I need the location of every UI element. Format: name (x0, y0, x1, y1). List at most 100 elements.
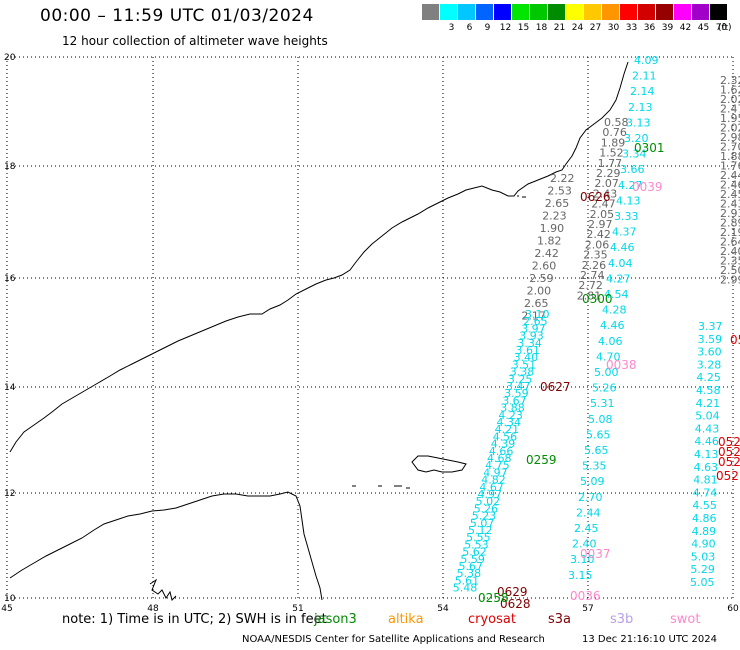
wave-height-label: 4.86 (692, 512, 717, 525)
wave-height-label: 4.27 (606, 272, 631, 285)
y-tick-label: 16 (4, 274, 16, 284)
wave-height-label: 4.23 (498, 409, 523, 422)
wave-height-label: 2.43 (720, 198, 740, 211)
wave-height-label: 3.13 (626, 116, 651, 129)
pass-time-label: 0627 (540, 380, 571, 394)
wave-height-label: 4.67 (479, 481, 504, 494)
legend-swatch (638, 4, 655, 20)
wave-height-label: 5.12 (468, 524, 493, 537)
wave-height-label: 2.98 (720, 131, 740, 144)
wave-height-label: 4.43 (695, 422, 720, 435)
wave-height-label: 2.45 (720, 188, 740, 201)
pass-time-label: 0036 (570, 589, 601, 603)
legend-swatch (476, 4, 493, 20)
wave-height-label: 4.13 (616, 194, 641, 207)
wave-height-label: 2.29 (596, 167, 621, 180)
legend-swatch (656, 4, 673, 20)
pass-time-label: 0628 (500, 597, 531, 611)
wave-height-label: 5.61 (455, 574, 480, 587)
wave-height-label: 3.88 (500, 402, 525, 415)
wave-height-label: 3.93 (519, 330, 544, 343)
wave-height-label: 5.67 (459, 560, 484, 573)
wave-height-label: 2.97 (588, 218, 613, 231)
legend-swatch (530, 4, 547, 20)
wave-height-label: 2.60 (532, 260, 557, 273)
wave-height-label: 2.43 (593, 187, 618, 200)
wave-height-label: 4.70 (596, 350, 621, 363)
arabian-peninsula-coastline (9, 61, 629, 453)
wave-height-label: 5.53 (464, 538, 489, 551)
wave-height-label: 2.70 (720, 141, 740, 154)
x-tick-label: 60 (727, 604, 739, 614)
wave-height-label: 4.97 (483, 466, 508, 479)
wave-height-label: 2.13 (628, 101, 653, 114)
wave-height-label: 4.63 (694, 461, 719, 474)
wave-height-label: 2.07 (594, 177, 619, 190)
wave-height-label: 2.46 (720, 179, 740, 192)
legend-label: 39 (661, 23, 674, 33)
wave-height-label: 2.44 (720, 169, 740, 182)
wave-height-label: 2.02 (720, 93, 740, 106)
wave-height-label: 5.09 (580, 475, 605, 488)
satellite-label-jason3: jason3 (314, 612, 357, 627)
wave-height-label: 2.81 (577, 289, 602, 302)
wave-height-label: 4.13 (694, 448, 719, 461)
wave-height-label: 4.21 (696, 397, 721, 410)
wave-height-label: 4.28 (602, 304, 627, 317)
wave-height-label: 4.66 (489, 445, 514, 458)
wave-height-label: 1.89 (601, 136, 626, 149)
wave-height-label: 3.15 (568, 569, 593, 582)
wave-height-label: 5.23 (472, 510, 497, 523)
wave-height-label: 1.52 (599, 147, 624, 160)
wave-height-label: 2.44 (576, 506, 601, 519)
wave-height-label: 3.97 (521, 322, 546, 335)
wave-height-label: 1.95 (720, 112, 740, 125)
x-tick-label: 54 (437, 604, 449, 614)
wave-height-label: 5.04 (695, 410, 720, 423)
y-tick-label: 18 (4, 162, 16, 172)
legend-label: 30 (607, 23, 620, 33)
wave-height-label: 1.88 (720, 150, 740, 163)
pass-time-labels: 0301 0039 0626 0300 0038 0627 0259 0037 06280629… (478, 141, 740, 611)
wave-height-label: 2.72 (578, 279, 603, 292)
wave-height-label: 1.62 (720, 84, 740, 97)
legend-label: 6 (466, 23, 473, 33)
wave-height-label: 4.55 (692, 499, 717, 512)
wave-height-label: 3.10 (525, 308, 550, 321)
wave-height-label: 4.46 (610, 241, 635, 254)
legend-unit: (ft) (718, 23, 732, 33)
pass-time-label: 052 (718, 435, 740, 449)
legend-label: 24 (571, 23, 584, 33)
wave-height-label: 2.35 (583, 249, 608, 262)
wave-height-label: 5.65 (584, 444, 609, 457)
y-tick-label: 14 (4, 383, 16, 393)
legend-swatch (548, 4, 565, 20)
wave-height-label: 3.34 (517, 337, 542, 350)
pass-time-label: 0259 (526, 453, 557, 467)
satellite-label-s3a: s3a (548, 612, 572, 627)
wave-height-label: 2.59 (529, 272, 554, 285)
wave-height-label: 5.26 (474, 502, 499, 515)
wave-height-label: 2.00 (527, 285, 552, 298)
wave-height-label: 2.40 (720, 245, 740, 258)
legend-swatch (566, 4, 583, 20)
wave-height-label: 3.25 (508, 373, 533, 386)
wave-height-label: 3.10 (570, 553, 595, 566)
wave-height-label: 3.59 (504, 387, 528, 400)
wave-height-label: 4.46 (694, 435, 719, 448)
wave-height-label: 2.42 (586, 228, 611, 241)
wave-height-label: 3.33 (614, 210, 639, 223)
legend-swatch (602, 4, 619, 20)
y-tick-label: 12 (4, 489, 15, 499)
wave-height-label: 3.40 (514, 351, 539, 364)
wave-height-label: 5.26 (592, 382, 617, 395)
wave-height-label: 5.38 (457, 567, 482, 580)
x-tick-label: 45 (1, 604, 12, 614)
pass-time-label: 0258 (478, 591, 509, 605)
legend-label: 3 (448, 23, 455, 33)
legend-label: 36 (643, 23, 656, 33)
wave-height-values: 2.222.532.652.231.901.822.422.602.592.00… (453, 54, 740, 595)
pass-time-label: 0300 (582, 292, 613, 306)
wave-height-label: 4.25 (696, 371, 721, 384)
wave-height-label: 4.97 (478, 488, 503, 501)
